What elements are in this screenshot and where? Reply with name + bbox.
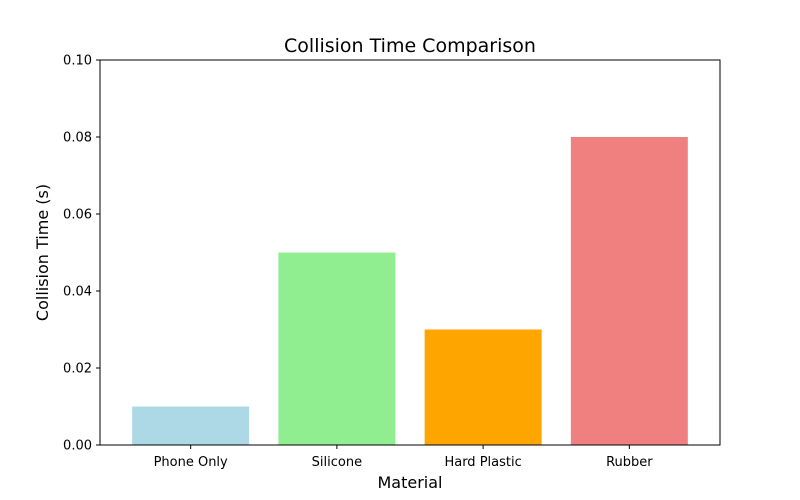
- x-tick-label: Silicone: [312, 455, 362, 470]
- y-tick-label: 0.00: [63, 439, 92, 454]
- y-tick-label: 0.08: [63, 131, 92, 146]
- x-tick-label: Rubber: [606, 455, 653, 470]
- y-axis-label: Collision Time (s): [33, 184, 52, 321]
- y-tick-label: 0.10: [63, 54, 92, 69]
- plot-frame: [99, 59, 721, 446]
- bar-silicone: [278, 252, 396, 445]
- y-tick-label: 0.02: [63, 362, 92, 377]
- bar-rubber: [570, 137, 688, 445]
- x-axis-label: Material: [378, 473, 443, 492]
- y-tick-label: 0.06: [63, 208, 92, 223]
- y-tick-label: 0.04: [63, 285, 92, 300]
- bars-group: [132, 137, 688, 445]
- x-tick-label: Phone Only: [154, 455, 228, 470]
- chart-title: Collision Time Comparison: [284, 35, 536, 57]
- bar-hard-plastic: [424, 329, 542, 445]
- x-tick-label: Hard Plastic: [444, 455, 521, 470]
- x-axis-ticks: Phone Only Silicone Hard Plastic Rubber: [154, 445, 653, 470]
- bar-phone-only: [132, 406, 250, 445]
- y-axis-ticks: 0.00 0.02 0.04 0.06 0.08 0.10: [63, 54, 100, 454]
